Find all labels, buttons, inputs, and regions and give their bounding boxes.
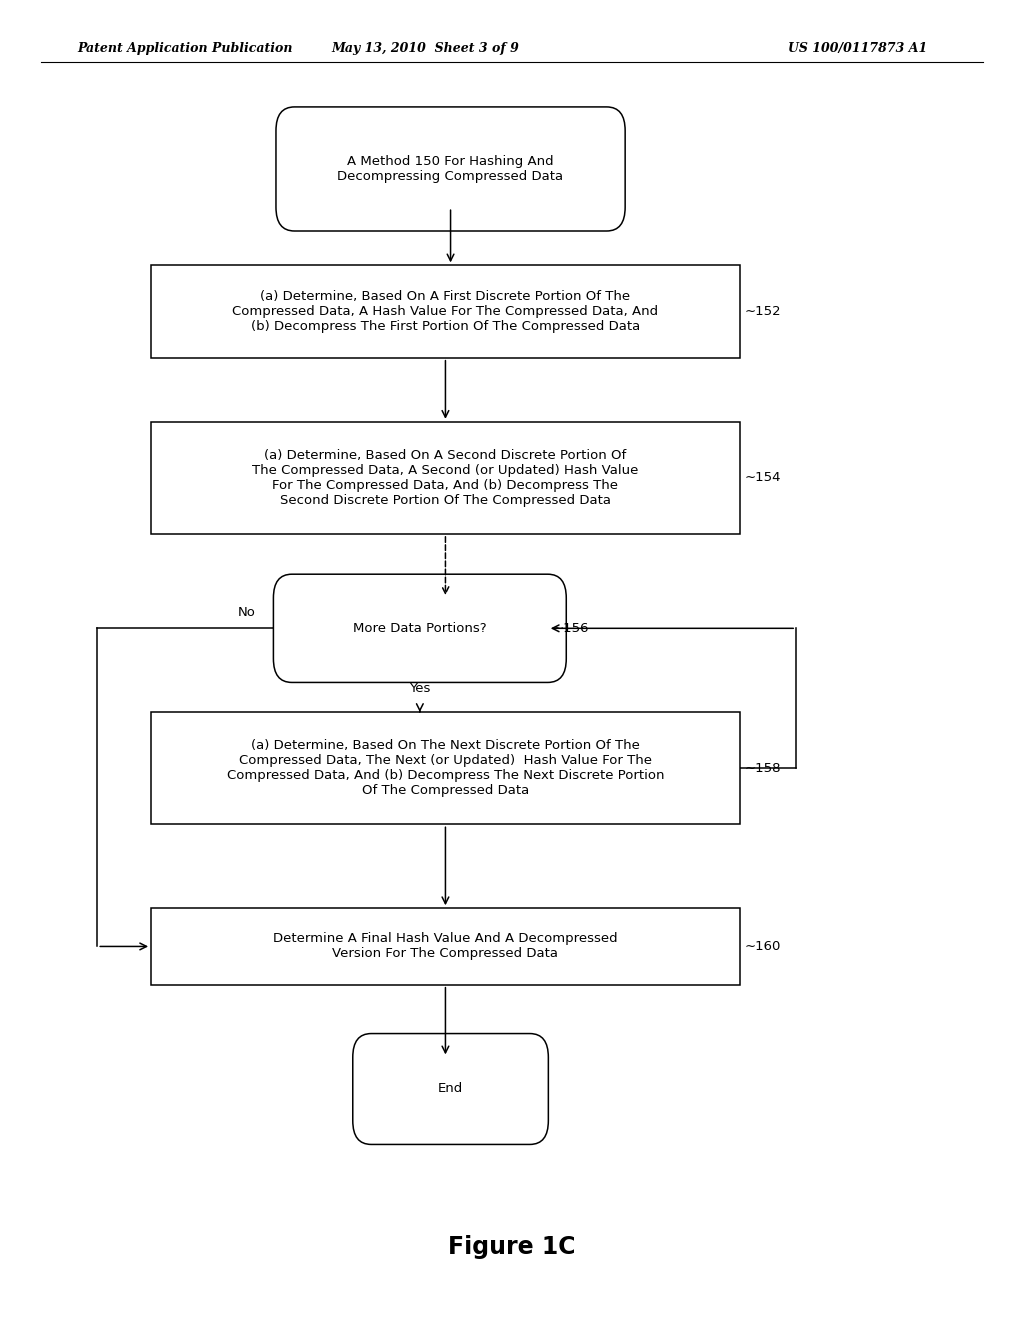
Text: ∼154: ∼154	[744, 471, 781, 484]
Bar	[152, 713, 739, 824]
Text: More Data Portions?: More Data Portions?	[353, 622, 486, 635]
Text: Yes: Yes	[410, 682, 430, 696]
Text: (a) Determine, Based On The Next Discrete Portion Of The
Compressed Data, The Ne: (a) Determine, Based On The Next Discret…	[226, 739, 665, 797]
Text: (a) Determine, Based On A Second Discrete Portion Of
The Compressed Data, A Seco: (a) Determine, Based On A Second Discret…	[252, 449, 639, 507]
FancyBboxPatch shape	[273, 574, 566, 682]
FancyBboxPatch shape	[352, 1034, 549, 1144]
Text: ∼160: ∼160	[744, 940, 781, 953]
Text: ∼152: ∼152	[744, 305, 781, 318]
Bar	[152, 265, 739, 358]
Text: A Method 150 For Hashing And
Decompressing Compressed Data: A Method 150 For Hashing And Decompressi…	[338, 154, 563, 183]
Text: May 13, 2010  Sheet 3 of 9: May 13, 2010 Sheet 3 of 9	[331, 42, 519, 54]
Text: US 100/0117873 A1: US 100/0117873 A1	[788, 42, 928, 54]
Text: (a) Determine, Based On A First Discrete Portion Of The
Compressed Data, A Hash : (a) Determine, Based On A First Discrete…	[232, 290, 658, 333]
Text: Determine A Final Hash Value And A Decompressed
Version For The Compressed Data: Determine A Final Hash Value And A Decom…	[273, 932, 617, 961]
FancyBboxPatch shape	[275, 107, 625, 231]
Text: Figure 1C: Figure 1C	[449, 1236, 575, 1259]
Bar	[152, 422, 739, 533]
Bar	[152, 908, 739, 985]
Text: ∼156: ∼156	[553, 622, 590, 635]
Text: No: No	[239, 606, 256, 619]
Text: ∼158: ∼158	[744, 762, 781, 775]
Text: End: End	[438, 1082, 463, 1096]
Text: Patent Application Publication: Patent Application Publication	[77, 42, 292, 54]
